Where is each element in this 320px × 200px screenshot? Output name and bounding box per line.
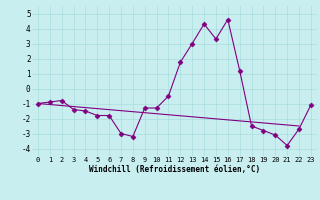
X-axis label: Windchill (Refroidissement éolien,°C): Windchill (Refroidissement éolien,°C) bbox=[89, 165, 260, 174]
